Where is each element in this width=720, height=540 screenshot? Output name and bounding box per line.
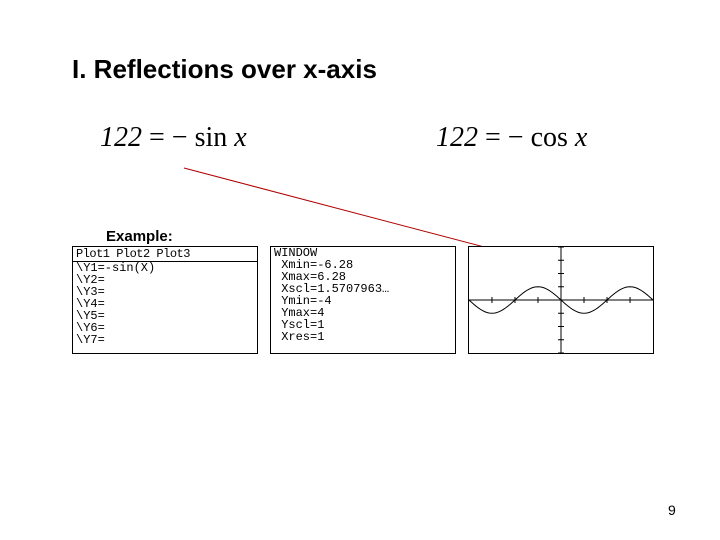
eq-fn: cos (531, 122, 568, 153)
eq-var: x (234, 122, 246, 153)
slide: I. Reflections over x-axis 122 = − sin x… (0, 0, 720, 540)
calc-y-header: Plot1 Plot2 Plot3 (73, 247, 257, 262)
eq-y: 122 (100, 122, 142, 153)
calc-window-body: Xmin=-6.28 Xmax=6.28 Xscl=1.5707963… Ymi… (271, 259, 455, 343)
eq-fn: sin (195, 122, 228, 153)
equation-neg-cos: 122 = − cos x (436, 122, 587, 154)
eq-equals-sign: = (485, 122, 501, 153)
calc-window-line: Xres=1 (271, 331, 455, 343)
slide-number: 9 (668, 502, 676, 518)
example-label: Example: (106, 228, 173, 245)
eq-var: x (575, 122, 587, 153)
calculator-panels: Plot1 Plot2 Plot3 \Y1=-sin(X)\Y2=\Y3=\Y4… (72, 246, 654, 354)
eq-y: 122 (436, 122, 478, 153)
calc-graph-panel (468, 246, 654, 354)
eq-equals-sign: = (149, 122, 165, 153)
equation-neg-sin: 122 = − sin x (100, 122, 247, 154)
neg-sin-graph (469, 247, 653, 353)
eq-neg: − (508, 122, 524, 153)
section-title: I. Reflections over x-axis (72, 54, 377, 85)
calc-y-body: \Y1=-sin(X)\Y2=\Y3=\Y4=\Y5=\Y6=\Y7= (73, 262, 257, 346)
calc-y-editor: Plot1 Plot2 Plot3 \Y1=-sin(X)\Y2=\Y3=\Y4… (72, 246, 258, 354)
calc-window-settings: WINDOW Xmin=-6.28 Xmax=6.28 Xscl=1.57079… (270, 246, 456, 354)
calc-y-line: \Y7= (73, 334, 257, 346)
eq-neg: − (172, 122, 188, 153)
